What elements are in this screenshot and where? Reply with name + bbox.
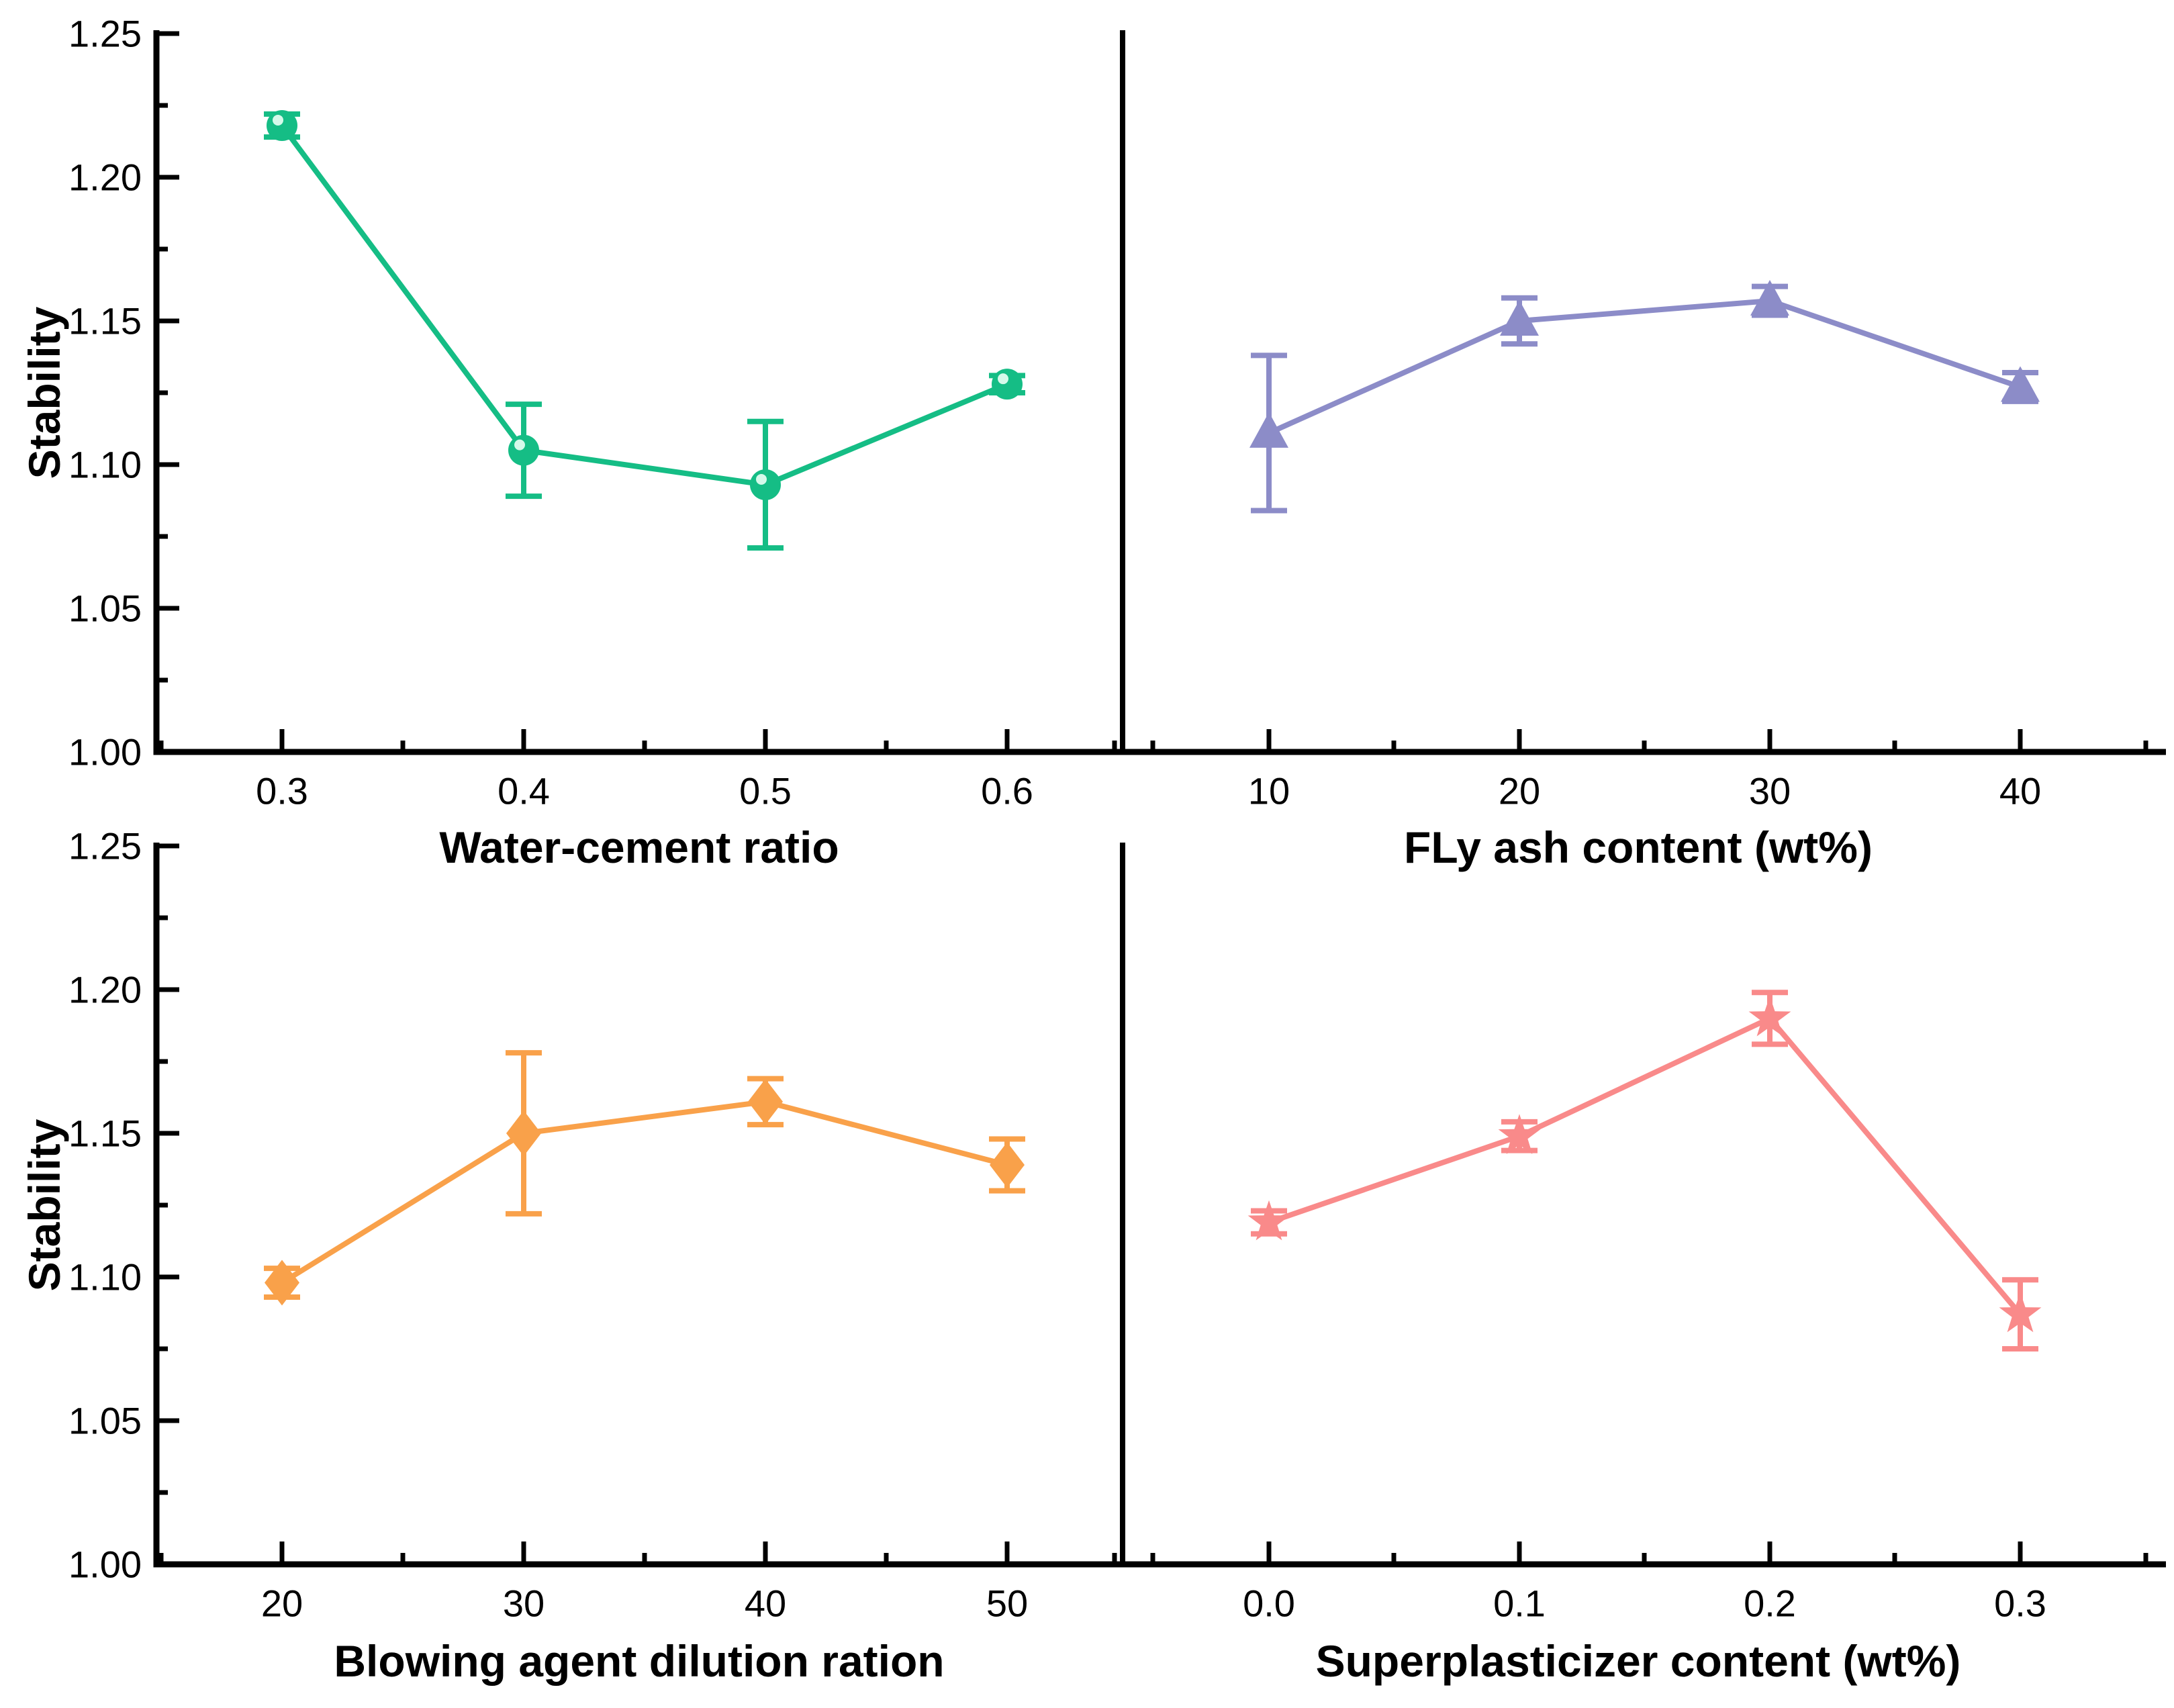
- marker-highlight: [514, 439, 525, 450]
- marker-highlight: [273, 114, 283, 126]
- x-tick-label: 40: [1999, 770, 2041, 812]
- data-point-marker: [1249, 412, 1288, 448]
- data-point-marker: [1498, 1114, 1541, 1154]
- x-tick-label: 0.2: [1744, 1582, 1796, 1625]
- y-axis-title-top: Stability: [19, 306, 69, 479]
- series-line: [279, 124, 1008, 488]
- series-line: [280, 1098, 1008, 1286]
- y-tick-label: 1.00: [68, 731, 142, 773]
- x-tick-label: 0.3: [1994, 1582, 2046, 1625]
- y-tick-label: 1.20: [68, 156, 142, 199]
- data-point-marker: [2001, 366, 2040, 402]
- data-point-marker: [1247, 1200, 1290, 1241]
- y-tick-label: 1.10: [68, 444, 142, 486]
- y-tick-label: 1.20: [68, 969, 142, 1011]
- y-tick-label: 1.15: [68, 1112, 142, 1155]
- data-point-marker: [508, 434, 539, 466]
- data-point-marker: [750, 469, 781, 500]
- y-tick-label: 1.05: [68, 1400, 142, 1442]
- x-tick-label: 20: [261, 1582, 303, 1625]
- y-axis-title-bottom: Stability: [19, 1119, 69, 1291]
- series-layer: [264, 109, 2042, 1351]
- data-point-marker: [1750, 280, 1789, 316]
- series-bottom-right: [1247, 990, 2042, 1351]
- series-line: [1268, 1014, 2023, 1317]
- series-bottom-left: [264, 1050, 1025, 1306]
- data-point-marker: [1748, 996, 1791, 1037]
- y-tick-label: 1.25: [68, 13, 142, 55]
- data-point-marker: [265, 1260, 299, 1306]
- x-tick-label: 30: [1749, 770, 1791, 812]
- y-tick-label: 1.25: [68, 825, 142, 867]
- data-point-marker: [748, 1078, 783, 1125]
- x-tick-label: 0.3: [256, 770, 308, 812]
- series-top-left: [264, 109, 1025, 551]
- x-axis-title-blowing-agent: Blowing agent dilution ration: [334, 1636, 944, 1686]
- x-axis-title-fly-ash: FLy ash content (wt%): [1404, 822, 1873, 872]
- axes-layer: 0.3 0.4 0.5 0.6 1.00 1.05 1.10 1.15 1.20 1.25 10 20…: [68, 13, 2166, 1625]
- x-tick-label: 0.6: [981, 770, 1033, 812]
- x-tick-label: 50: [986, 1582, 1028, 1625]
- x-tick-label: 0.1: [1493, 1582, 1546, 1625]
- data-point-marker: [992, 369, 1023, 400]
- data-point-marker: [990, 1142, 1025, 1188]
- x-tick-label: 30: [503, 1582, 545, 1625]
- x-axis-title-superplasticizer: Superplasticizer content (wt%): [1316, 1636, 1961, 1686]
- x-tick-label: 0.5: [739, 770, 792, 812]
- x-tick-label: 0.4: [498, 770, 550, 812]
- series-line: [1268, 297, 2022, 436]
- data-point-marker: [267, 109, 297, 141]
- marker-highlight: [998, 373, 1008, 385]
- y-tick-label: 1.00: [68, 1544, 142, 1586]
- data-point-marker: [1500, 300, 1539, 336]
- y-tick-label: 1.15: [68, 300, 142, 342]
- x-axis-title-water-cement: Water-cement ratio: [439, 822, 839, 872]
- y-tick-label: 1.05: [68, 587, 142, 630]
- x-tick-label: 40: [745, 1582, 786, 1625]
- x-tick-label: 0.0: [1243, 1582, 1295, 1625]
- data-point-marker: [1999, 1292, 2042, 1333]
- data-point-marker: [506, 1110, 541, 1156]
- y-tick-label: 1.10: [68, 1256, 142, 1298]
- x-tick-label: 20: [1499, 770, 1540, 812]
- marker-highlight: [756, 473, 767, 485]
- x-tick-label: 10: [1248, 770, 1290, 812]
- series-top-right: [1249, 280, 2040, 514]
